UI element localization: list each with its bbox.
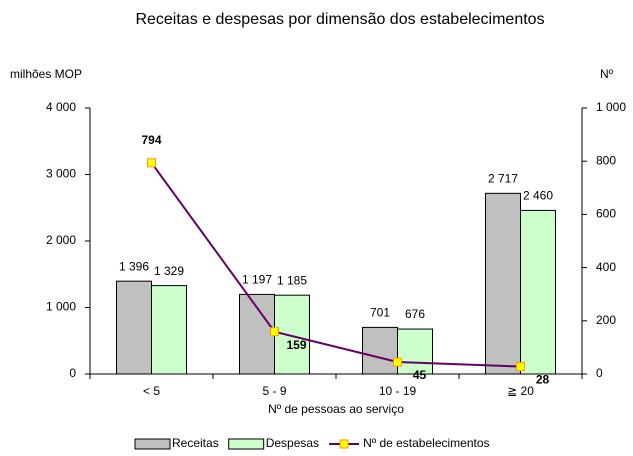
bar-value-label: 2 717 bbox=[488, 171, 518, 185]
x-axis-label: Nº de pessoas ao serviço bbox=[268, 402, 404, 416]
line-marker bbox=[270, 327, 279, 337]
y2-tick-label: 200 bbox=[596, 313, 616, 327]
bar bbox=[485, 192, 521, 375]
legend-marker bbox=[339, 439, 349, 449]
x-tick-label: ≧ 20 bbox=[507, 384, 534, 398]
bar-value-label: 2 460 bbox=[523, 189, 553, 203]
y2-tick-label: 1 000 bbox=[596, 100, 626, 114]
legend-swatch bbox=[228, 438, 265, 450]
bar bbox=[520, 209, 556, 375]
x-tick-label: 10 - 19 bbox=[379, 384, 417, 398]
y-tick-label: 0 bbox=[69, 366, 76, 380]
y-axis-label: milhões MOP bbox=[10, 67, 82, 81]
line-value-label: 159 bbox=[286, 338, 306, 352]
y2-tick-label: 800 bbox=[596, 153, 616, 167]
bar-value-label: 1 396 bbox=[119, 259, 149, 273]
bar bbox=[116, 280, 152, 375]
y2-axis-label: Nº bbox=[600, 67, 614, 81]
y-tick-label: 3 000 bbox=[46, 167, 76, 181]
line-value-label: 28 bbox=[536, 373, 550, 387]
line bbox=[150, 162, 521, 368]
bar-value-label: 676 bbox=[405, 307, 425, 321]
line-marker bbox=[516, 362, 525, 372]
bar-value-label: 1 329 bbox=[154, 264, 184, 278]
bar bbox=[362, 326, 398, 375]
y2-tick-label: 600 bbox=[596, 207, 616, 221]
bar-value-label: 701 bbox=[370, 306, 390, 320]
legend-label: Receitas bbox=[172, 436, 219, 450]
line-value-label: 45 bbox=[413, 368, 427, 382]
bar bbox=[397, 328, 433, 375]
x-tick-label: < 5 bbox=[143, 384, 160, 398]
y-tick-label: 2 000 bbox=[46, 233, 76, 247]
line-value-label: 794 bbox=[141, 133, 161, 147]
bar-value-label: 1 185 bbox=[277, 273, 307, 287]
y-tick-label: 4 000 bbox=[46, 100, 76, 114]
y-tick-label: 1 000 bbox=[46, 300, 76, 314]
y2-tick-label: 0 bbox=[596, 366, 603, 380]
legend-label: Nº de estabelecimentos bbox=[363, 436, 489, 450]
chart-title: Receitas e despesas por dimensão dos est… bbox=[135, 11, 544, 28]
legend-swatch bbox=[134, 438, 171, 450]
bar bbox=[151, 285, 187, 375]
y2-tick-label: 400 bbox=[596, 260, 616, 274]
legend-label: Despesas bbox=[266, 436, 319, 450]
line-marker bbox=[393, 357, 402, 367]
x-tick-label: 5 - 9 bbox=[262, 384, 286, 398]
bar bbox=[274, 294, 310, 375]
line-marker bbox=[147, 158, 156, 168]
bar-value-label: 1 197 bbox=[242, 273, 272, 287]
